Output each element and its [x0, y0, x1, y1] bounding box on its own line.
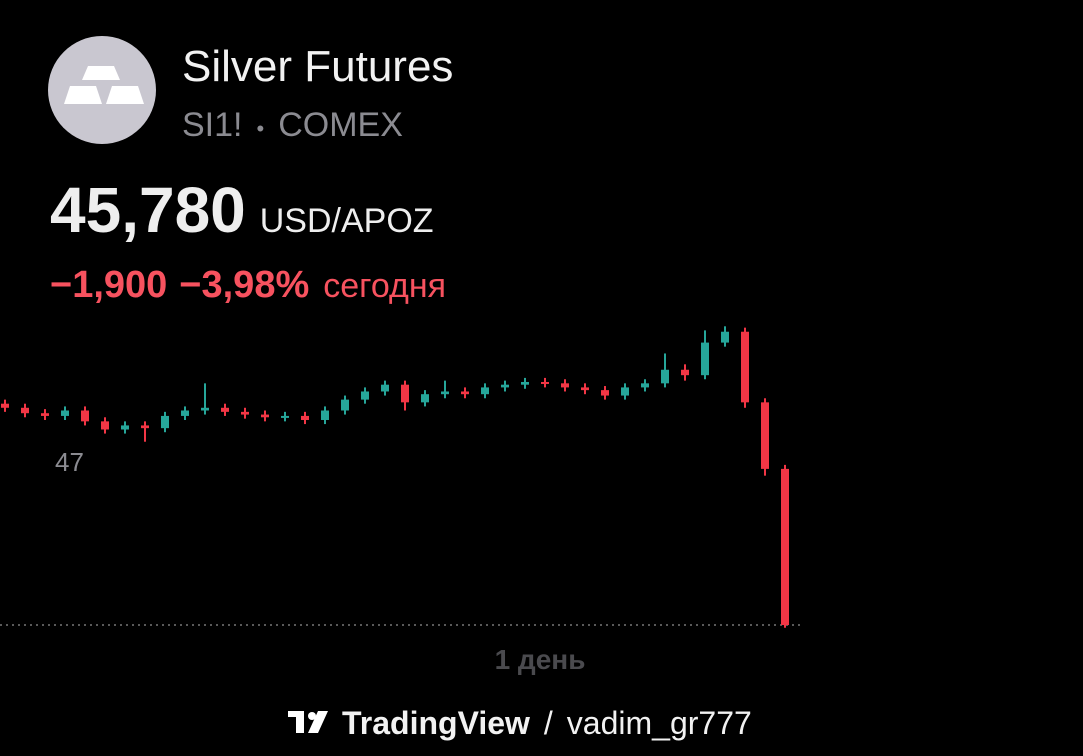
- candle-body: [121, 425, 129, 430]
- candle-body: [141, 425, 149, 429]
- candle-body: [461, 391, 469, 395]
- candle-body: [161, 415, 169, 429]
- candle-body: [41, 413, 49, 416]
- candle-body: [781, 468, 789, 626]
- x-axis-label: 1 день: [495, 644, 586, 675]
- candle-body: [681, 369, 689, 376]
- symbol-icon: [48, 36, 156, 144]
- symbol: SI1!: [182, 106, 242, 144]
- user: vadim_gr777: [567, 705, 752, 741]
- candle-body: [501, 384, 509, 388]
- candle-body: [241, 411, 249, 415]
- separator: •: [256, 116, 264, 141]
- candle-body: [661, 369, 669, 384]
- separator: /: [544, 705, 553, 741]
- plot: 47: [0, 326, 800, 628]
- candle-body: [621, 387, 629, 396]
- candle-body: [221, 407, 229, 412]
- change: −1,900: [50, 264, 167, 306]
- candle-body: [701, 342, 709, 376]
- candle-body: [181, 410, 189, 416]
- exchange: COMEX: [278, 106, 403, 144]
- candle-body: [1, 403, 9, 408]
- candle-body: [421, 394, 429, 403]
- candle-body: [601, 390, 609, 396]
- candle-body: [301, 415, 309, 420]
- price: 45,780: [50, 174, 246, 246]
- candle-body: [441, 391, 449, 395]
- title: Silver Futures: [182, 42, 453, 91]
- change-pct: −3,98%: [179, 264, 309, 306]
- price-line: 45,780 USD/APOZ: [50, 174, 434, 246]
- change-line: −1,900 −3,98% сегодня: [50, 264, 446, 306]
- candle-body: [721, 331, 729, 343]
- candle-body: [81, 410, 89, 422]
- candle-body: [741, 331, 749, 403]
- candle-body: [361, 391, 369, 400]
- subtitle: SI1! • COMEX: [182, 106, 403, 144]
- candle-body: [21, 407, 29, 414]
- candle-body: [341, 399, 349, 411]
- candle-body: [541, 381, 549, 384]
- candle-body: [581, 387, 589, 391]
- candle-body: [761, 402, 769, 469]
- candle-body: [61, 410, 69, 416]
- candle-body: [381, 384, 389, 392]
- candle-body: [101, 421, 109, 430]
- unit: USD/APOZ: [260, 202, 434, 240]
- period: сегодня: [323, 267, 446, 305]
- candle-body: [481, 387, 489, 395]
- footer: TradingView / vadim_gr777: [342, 705, 752, 741]
- tradingview-logo: [288, 711, 328, 733]
- candle-body: [201, 407, 209, 411]
- candle-body: [521, 381, 529, 385]
- candle-body: [401, 384, 409, 403]
- brand: TradingView: [342, 705, 530, 741]
- candle-body: [261, 414, 269, 418]
- candle-body: [561, 383, 569, 388]
- candle-body: [641, 383, 649, 388]
- y-tick-label: 47: [55, 447, 84, 477]
- candle-body: [281, 415, 289, 418]
- candle-body: [321, 410, 329, 420]
